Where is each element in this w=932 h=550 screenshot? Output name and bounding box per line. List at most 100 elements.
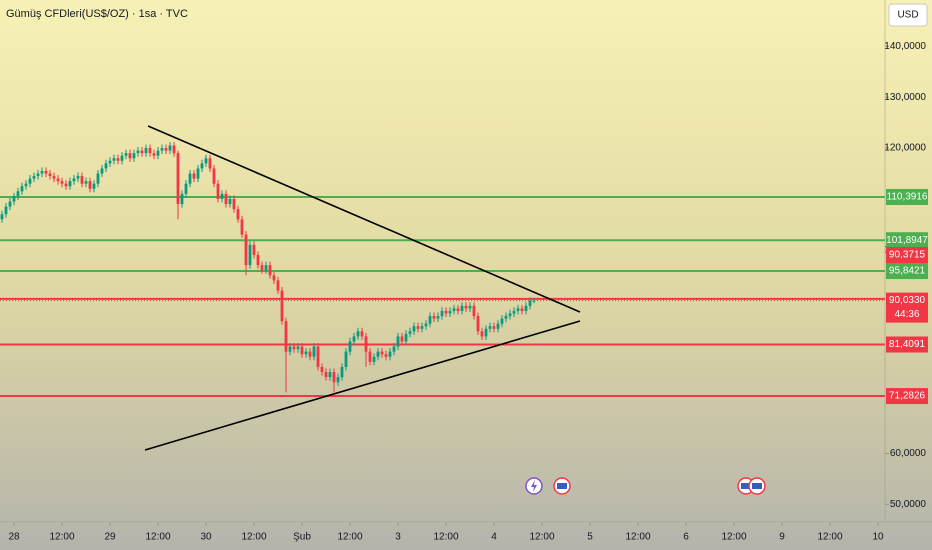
candle-body [52, 176, 56, 179]
candle-body [168, 145, 172, 151]
x-tick-label: 12:00 [49, 532, 74, 543]
candle-body [84, 181, 88, 184]
candle-body [264, 265, 268, 271]
candle-body [320, 366, 324, 373]
candle-body [36, 173, 40, 177]
y-tick-label: 50,0000 [890, 499, 927, 510]
candle-body [136, 150, 140, 154]
candle-body [400, 336, 404, 342]
candle-body [432, 316, 436, 319]
event-icon-glyph [741, 483, 751, 489]
candle-body [516, 308, 520, 311]
candle-body [192, 173, 196, 179]
candle-body [528, 300, 532, 306]
x-tick-label: 12:00 [721, 532, 746, 543]
candle-body [352, 336, 356, 342]
candle-body [464, 305, 468, 309]
candle-body [324, 372, 328, 378]
candle-body [472, 305, 476, 317]
x-tick-label: 12:00 [433, 532, 458, 543]
candle-body [524, 305, 528, 311]
candle-body [128, 153, 132, 159]
price-label: 81,4091 [889, 339, 926, 350]
candle-body [364, 336, 368, 352]
trendline [147, 125, 581, 313]
x-tick-label: Şub [293, 532, 311, 543]
candle-body [232, 198, 236, 210]
candle-body [160, 148, 164, 151]
candle-body [228, 198, 232, 205]
candle-body [284, 321, 288, 352]
candle-body [152, 153, 156, 156]
candle-body [256, 254, 260, 266]
candle-body [132, 153, 136, 159]
candle-body [452, 308, 456, 311]
candle-body [164, 148, 168, 151]
currency-button[interactable] [888, 3, 928, 27]
candle-body [488, 326, 492, 329]
candle-body [60, 181, 64, 184]
x-tick-label: 12:00 [241, 532, 266, 543]
candle-body [384, 354, 388, 357]
candle-body [508, 313, 512, 317]
candle-body [476, 316, 480, 332]
price-label-box [886, 263, 928, 280]
candle-body [512, 310, 516, 314]
event-icon-glyph [752, 483, 762, 489]
x-tick-label: 30 [200, 532, 212, 543]
candle-body [356, 331, 360, 337]
candle-body [380, 351, 384, 355]
candle-body [484, 328, 488, 337]
candle-body [248, 244, 252, 266]
candle-body [220, 193, 224, 199]
candle-body [236, 209, 240, 220]
candle-body [496, 323, 500, 329]
candle-body [148, 148, 152, 154]
candle-body [348, 341, 352, 352]
price-label: 95,8421 [889, 266, 926, 277]
candle-body [520, 308, 524, 311]
candle-body [376, 351, 380, 357]
candle-body [276, 280, 280, 291]
candle-body [344, 351, 348, 367]
candle-body [340, 366, 344, 378]
candle-body [96, 173, 100, 184]
candle-body [416, 326, 420, 329]
y-tick-label: 130,0000 [884, 92, 926, 103]
candle-body [244, 234, 248, 266]
candle-body [440, 310, 444, 317]
candle-body [80, 176, 84, 184]
candle-body [412, 326, 416, 332]
x-tick-label: 29 [104, 532, 116, 543]
candle-body [92, 183, 96, 189]
chart-title: Gümüş CFDleri(US$/OZ) · 1sa · TVC [6, 8, 188, 20]
x-tick-label: 4 [491, 532, 497, 543]
candle-body [492, 326, 496, 329]
trendline [144, 320, 581, 451]
candle-body [448, 310, 452, 314]
candle-body [292, 346, 296, 350]
candle-body [436, 316, 440, 319]
candle-body [388, 351, 392, 357]
y-tick-label: 120,0000 [884, 143, 926, 154]
price-label-box [886, 336, 928, 353]
candle-body [68, 181, 72, 187]
candle-body [332, 372, 336, 383]
candle-body [360, 331, 364, 337]
candle-body [532, 300, 536, 302]
candle-body [120, 155, 124, 161]
currency[interactable]: USD [897, 10, 918, 21]
candle-body [316, 346, 320, 367]
candle-body [396, 336, 400, 347]
x-tick-label: 12:00 [625, 532, 650, 543]
candle-body [372, 356, 376, 362]
candle-body [180, 193, 184, 205]
candle-body [64, 183, 68, 187]
event-icon-glyph [531, 480, 537, 492]
price-label: 110,3916 [887, 192, 928, 203]
candle-body [16, 191, 20, 197]
candle-body [504, 316, 508, 319]
countdown: 44:36 [894, 309, 919, 320]
